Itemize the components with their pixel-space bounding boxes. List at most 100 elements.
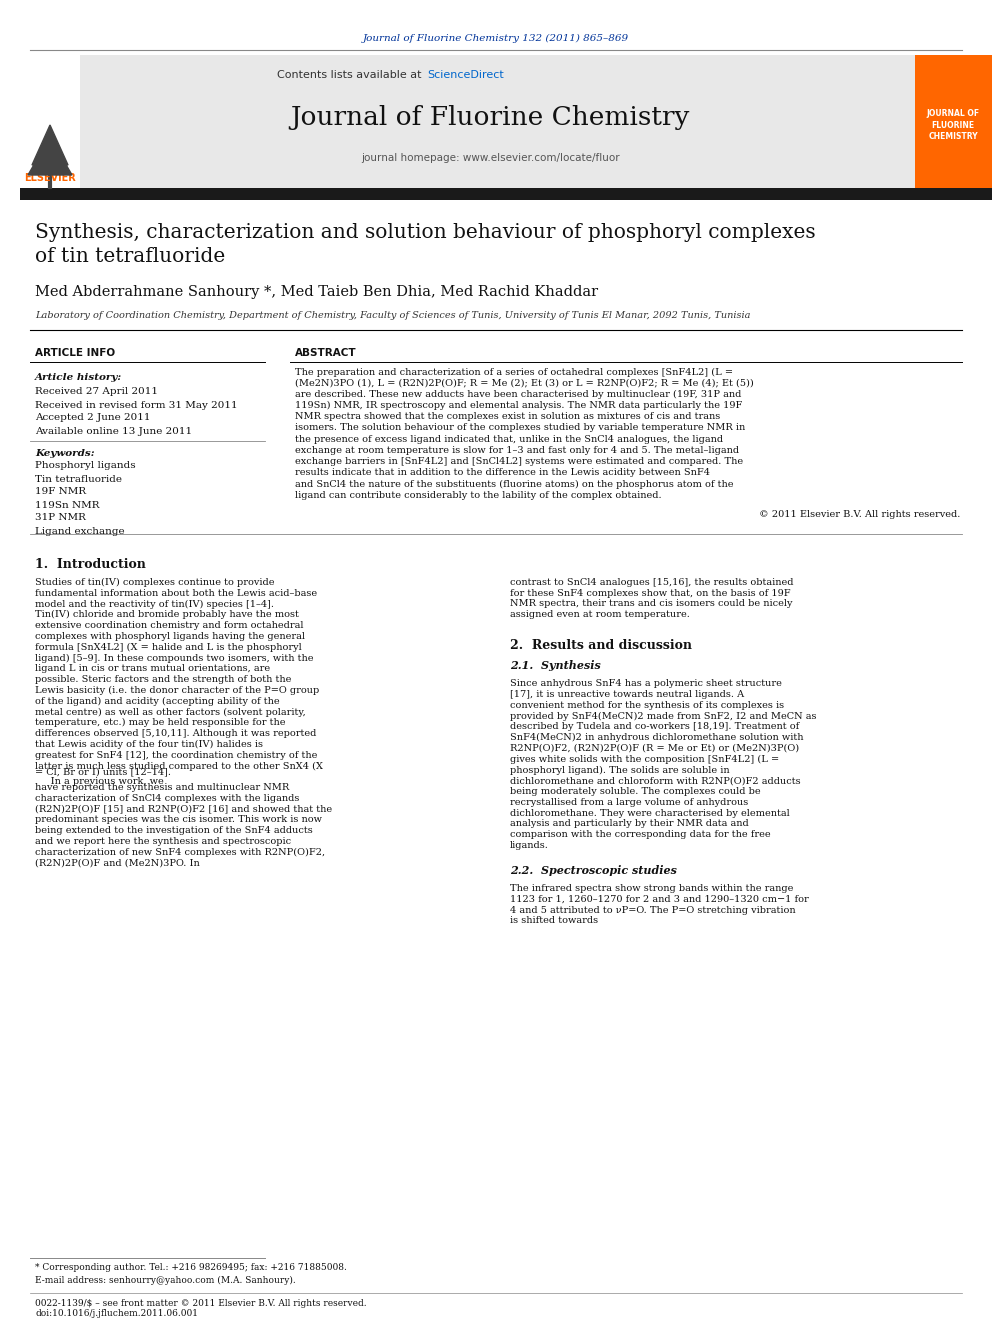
Text: ligand) [5–9]. In these compounds two isomers, with the: ligand) [5–9]. In these compounds two is…: [35, 654, 313, 663]
Text: Accepted 2 June 2011: Accepted 2 June 2011: [35, 414, 151, 422]
Text: ELSEVIER: ELSEVIER: [24, 173, 75, 183]
Text: Journal of Fluorine Chemistry: Journal of Fluorine Chemistry: [291, 106, 689, 131]
Text: 1123 for 1, 1260–1270 for 2 and 3 and 1290–1320 cm−1 for: 1123 for 1, 1260–1270 for 2 and 3 and 12…: [510, 894, 808, 904]
Text: metal centre) as well as other factors (solvent polarity,: metal centre) as well as other factors (…: [35, 708, 306, 717]
Text: Received 27 April 2011: Received 27 April 2011: [35, 388, 158, 397]
Text: Received in revised form 31 May 2011: Received in revised form 31 May 2011: [35, 401, 238, 410]
Text: journal homepage: www.elsevier.com/locate/fluor: journal homepage: www.elsevier.com/locat…: [361, 153, 619, 163]
Text: exchange at room temperature is slow for 1–3 and fast only for 4 and 5. The meta: exchange at room temperature is slow for…: [295, 446, 739, 455]
Text: have reported the synthesis and multinuclear NMR: have reported the synthesis and multinuc…: [35, 783, 290, 792]
Text: 1.  Introduction: 1. Introduction: [35, 558, 146, 572]
Text: The infrared spectra show strong bands within the range: The infrared spectra show strong bands w…: [510, 884, 794, 893]
Text: 19F NMR: 19F NMR: [35, 487, 86, 496]
Text: ABSTRACT: ABSTRACT: [295, 348, 357, 359]
Text: extensive coordination chemistry and form octahedral: extensive coordination chemistry and for…: [35, 620, 304, 630]
Text: complexes with phosphoryl ligands having the general: complexes with phosphoryl ligands having…: [35, 632, 305, 640]
Text: Synthesis, characterization and solution behaviour of phosphoryl complexes: Synthesis, characterization and solution…: [35, 224, 815, 242]
Text: Article history:: Article history:: [35, 373, 122, 382]
Text: © 2011 Elsevier B.V. All rights reserved.: © 2011 Elsevier B.V. All rights reserved…: [759, 509, 960, 519]
Bar: [20, 56, 80, 191]
Text: NMR spectra, their trans and cis isomers could be nicely: NMR spectra, their trans and cis isomers…: [510, 599, 793, 609]
Text: dichloromethane. They were characterised by elemental: dichloromethane. They were characterised…: [510, 808, 790, 818]
Text: ligand can contribute considerably to the lability of the complex obtained.: ligand can contribute considerably to th…: [295, 491, 662, 500]
Text: 2.1.  Synthesis: 2.1. Synthesis: [510, 660, 601, 671]
Text: results indicate that in addition to the difference in the Lewis acidity between: results indicate that in addition to the…: [295, 468, 710, 478]
Text: SnF4(MeCN)2 in anhydrous dichloromethane solution with: SnF4(MeCN)2 in anhydrous dichloromethane…: [510, 733, 804, 742]
Text: being moderately soluble. The complexes could be: being moderately soluble. The complexes …: [510, 787, 761, 796]
Bar: [915, 56, 992, 191]
Text: doi:10.1016/j.jfluchem.2011.06.001: doi:10.1016/j.jfluchem.2011.06.001: [35, 1310, 198, 1319]
Text: that Lewis acidity of the four tin(IV) halides is: that Lewis acidity of the four tin(IV) h…: [35, 740, 263, 749]
Text: E-mail address: senhourry@yahoo.com (M.A. Sanhoury).: E-mail address: senhourry@yahoo.com (M.A…: [35, 1275, 296, 1285]
Text: being extended to the investigation of the SnF4 adducts: being extended to the investigation of t…: [35, 827, 312, 835]
Text: is shifted towards: is shifted towards: [510, 917, 598, 925]
Text: Phosphoryl ligands: Phosphoryl ligands: [35, 462, 136, 471]
Text: ligands.: ligands.: [510, 841, 549, 851]
Text: 119Sn) NMR, IR spectroscopy and elemental analysis. The NMR data particularly th: 119Sn) NMR, IR spectroscopy and elementa…: [295, 401, 742, 410]
Text: Tin(IV) chloride and bromide probably have the most: Tin(IV) chloride and bromide probably ha…: [35, 610, 299, 619]
Text: Since anhydrous SnF4 has a polymeric sheet structure: Since anhydrous SnF4 has a polymeric she…: [510, 679, 782, 688]
Text: contrast to SnCl4 analogues [15,16], the results obtained: contrast to SnCl4 analogues [15,16], the…: [510, 578, 794, 587]
Text: Med Abderrahmane Sanhoury *, Med Taieb Ben Dhia, Med Rachid Khaddar: Med Abderrahmane Sanhoury *, Med Taieb B…: [35, 284, 598, 299]
Text: the presence of excess ligand indicated that, unlike in the SnCl4 analogues, the: the presence of excess ligand indicated …: [295, 435, 723, 443]
Text: comparison with the corresponding data for the free: comparison with the corresponding data f…: [510, 831, 771, 839]
Text: 119Sn NMR: 119Sn NMR: [35, 500, 99, 509]
Text: characterization of new SnF4 complexes with R2NP(O)F2,: characterization of new SnF4 complexes w…: [35, 848, 325, 857]
Text: (Me2N)3PO (1), L = (R2N)2P(O)F; R = Me (2); Et (3) or L = R2NP(O)F2; R = Me (4);: (Me2N)3PO (1), L = (R2N)2P(O)F; R = Me (…: [295, 378, 754, 388]
Text: ARTICLE INFO: ARTICLE INFO: [35, 348, 115, 359]
Text: Laboratory of Coordination Chemistry, Department of Chemistry, Faculty of Scienc: Laboratory of Coordination Chemistry, De…: [35, 311, 751, 320]
Text: The preparation and characterization of a series of octahedral complexes [SnF4L2: The preparation and characterization of …: [295, 368, 733, 377]
Text: possible. Steric factors and the strength of both the: possible. Steric factors and the strengt…: [35, 675, 292, 684]
Text: Contents lists available at: Contents lists available at: [277, 70, 425, 79]
Text: described by Tudela and co-workers [18,19]. Treatment of: described by Tudela and co-workers [18,1…: [510, 722, 800, 732]
Text: fundamental information about both the Lewis acid–base: fundamental information about both the L…: [35, 589, 317, 598]
Polygon shape: [28, 138, 72, 175]
Text: [17], it is unreactive towards neutral ligands. A: [17], it is unreactive towards neutral l…: [510, 689, 744, 699]
Bar: [80, 56, 915, 191]
Text: and SnCl4 the nature of the substituents (fluorine atoms) on the phosphorus atom: and SnCl4 the nature of the substituents…: [295, 479, 733, 488]
Text: of tin tetrafluoride: of tin tetrafluoride: [35, 247, 225, 266]
Text: NMR spectra showed that the complexes exist in solution as mixtures of cis and t: NMR spectra showed that the complexes ex…: [295, 413, 720, 421]
Text: Available online 13 June 2011: Available online 13 June 2011: [35, 426, 192, 435]
Text: exchange barriers in [SnF4L2] and [SnCl4L2] systems were estimated and compared.: exchange barriers in [SnF4L2] and [SnCl4…: [295, 458, 743, 466]
Text: gives white solids with the composition [SnF4L2] (L =: gives white solids with the composition …: [510, 754, 779, 763]
Text: * Corresponding author. Tel.: +216 98269495; fax: +216 71885008.: * Corresponding author. Tel.: +216 98269…: [35, 1263, 347, 1273]
Text: 2.  Results and discussion: 2. Results and discussion: [510, 639, 692, 652]
Text: predominant species was the cis isomer. This work is now: predominant species was the cis isomer. …: [35, 815, 322, 824]
Text: (R2N)2P(O)F [15] and R2NP(O)F2 [16] and showed that the: (R2N)2P(O)F [15] and R2NP(O)F2 [16] and …: [35, 804, 332, 814]
Text: latter is much less studied compared to the other SnX4 (X: latter is much less studied compared to …: [35, 762, 323, 770]
Text: 2.2.  Spectroscopic studies: 2.2. Spectroscopic studies: [510, 865, 677, 876]
Text: (R2N)2P(O)F and (Me2N)3PO. In: (R2N)2P(O)F and (Me2N)3PO. In: [35, 859, 199, 868]
Text: formula [SnX4L2] (X = halide and L is the phosphoryl: formula [SnX4L2] (X = halide and L is th…: [35, 643, 302, 652]
Polygon shape: [32, 124, 68, 165]
Text: convenient method for the synthesis of its complexes is: convenient method for the synthesis of i…: [510, 701, 784, 709]
Text: analysis and particularly by their NMR data and: analysis and particularly by their NMR d…: [510, 819, 749, 828]
Text: characterization of SnCl4 complexes with the ligands: characterization of SnCl4 complexes with…: [35, 794, 300, 803]
Text: provided by SnF4(MeCN)2 made from SnF2, I2 and MeCN as: provided by SnF4(MeCN)2 made from SnF2, …: [510, 712, 816, 721]
Text: 0022-1139/$ – see front matter © 2011 Elsevier B.V. All rights reserved.: 0022-1139/$ – see front matter © 2011 El…: [35, 1298, 367, 1307]
Text: greatest for SnF4 [12], the coordination chemistry of the: greatest for SnF4 [12], the coordination…: [35, 750, 317, 759]
Text: ScienceDirect: ScienceDirect: [427, 70, 504, 79]
Text: Journal of Fluorine Chemistry 132 (2011) 865–869: Journal of Fluorine Chemistry 132 (2011)…: [363, 33, 629, 42]
Bar: [20, 188, 992, 200]
Text: 4 and 5 attributed to νP=O. The P=O stretching vibration: 4 and 5 attributed to νP=O. The P=O stre…: [510, 905, 796, 914]
Text: Lewis basicity (i.e. the donor character of the P=O group: Lewis basicity (i.e. the donor character…: [35, 685, 319, 695]
Text: ligand L in cis or trans mutual orientations, are: ligand L in cis or trans mutual orientat…: [35, 664, 270, 673]
Text: Tin tetrafluoride: Tin tetrafluoride: [35, 475, 122, 483]
Text: differences observed [5,10,11]. Although it was reported: differences observed [5,10,11]. Although…: [35, 729, 316, 738]
Text: Studies of tin(IV) complexes continue to provide: Studies of tin(IV) complexes continue to…: [35, 578, 275, 587]
Text: model and the reactivity of tin(IV) species [1–4].: model and the reactivity of tin(IV) spec…: [35, 599, 274, 609]
Text: Keywords:: Keywords:: [35, 448, 94, 458]
Text: and we report here the synthesis and spectroscopic: and we report here the synthesis and spe…: [35, 837, 291, 847]
Text: phosphoryl ligand). The solids are soluble in: phosphoryl ligand). The solids are solub…: [510, 766, 730, 774]
Text: assigned even at room temperature.: assigned even at room temperature.: [510, 610, 689, 619]
Text: dichloromethane and chloroform with R2NP(O)F2 adducts: dichloromethane and chloroform with R2NP…: [510, 777, 801, 786]
Text: for these SnF4 complexes show that, on the basis of 19F: for these SnF4 complexes show that, on t…: [510, 589, 791, 598]
Text: = Cl, Br or I) units [12–14].
     In a previous work, we: = Cl, Br or I) units [12–14]. In a previ…: [35, 767, 171, 786]
Text: recrystallised from a large volume of anhydrous: recrystallised from a large volume of an…: [510, 798, 748, 807]
Text: 31P NMR: 31P NMR: [35, 513, 86, 523]
Text: of the ligand) and acidity (accepting ability of the: of the ligand) and acidity (accepting ab…: [35, 697, 280, 705]
Text: temperature, etc.) may be held responsible for the: temperature, etc.) may be held responsib…: [35, 718, 286, 728]
Text: isomers. The solution behaviour of the complexes studied by variable temperature: isomers. The solution behaviour of the c…: [295, 423, 745, 433]
Text: Ligand exchange: Ligand exchange: [35, 527, 125, 536]
